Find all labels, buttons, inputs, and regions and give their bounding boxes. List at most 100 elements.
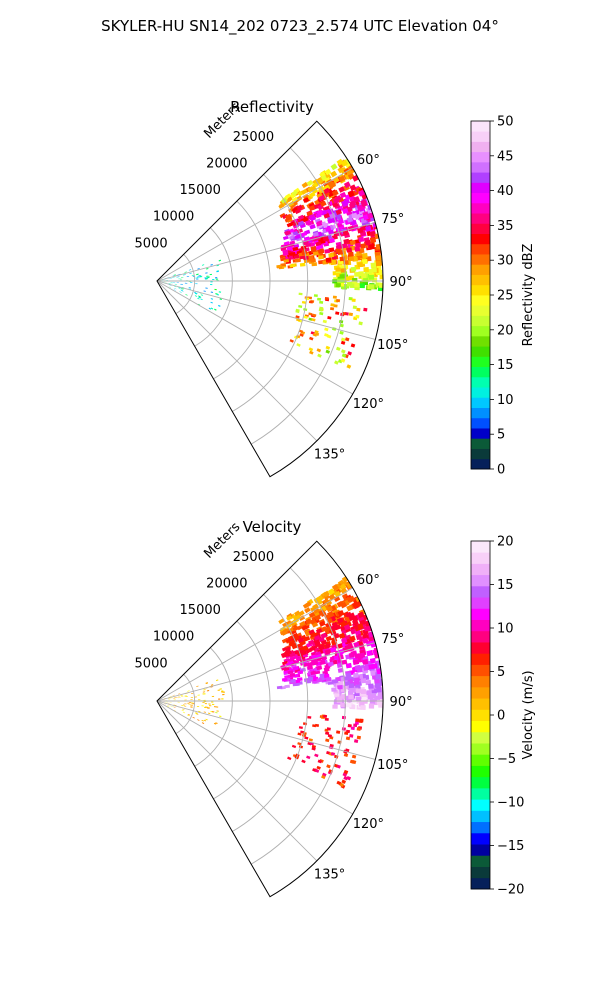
- azimuth-gridline: [156, 280, 376, 340]
- echo-gate: [219, 715, 222, 718]
- echo-gate: [313, 607, 320, 614]
- colorbar-tick-label: 0: [497, 463, 505, 478]
- colorbar-segment: [471, 223, 490, 234]
- echo-gate: [207, 712, 211, 715]
- echo-gate: [293, 610, 301, 617]
- echo-gate: [326, 334, 332, 339]
- echo-gate: [318, 195, 325, 202]
- colorbar-segment: [471, 376, 490, 388]
- echo-gate: [285, 215, 293, 221]
- echo-gate: [197, 719, 200, 721]
- echo-gate: [177, 287, 181, 289]
- echo-gate: [210, 281, 213, 283]
- echo-gate: [181, 695, 184, 697]
- echo-gate: [288, 207, 295, 213]
- echo-gate: [368, 683, 374, 689]
- echo-gate: [345, 168, 353, 176]
- echo-gate: [340, 702, 346, 708]
- echo-gate: [291, 190, 299, 196]
- echo-gate: [204, 277, 207, 279]
- echo-gate: [218, 304, 221, 307]
- echo-gate: [330, 303, 335, 307]
- echo-gate: [181, 287, 184, 289]
- echo-gate: [343, 238, 350, 245]
- echo-gate: [201, 719, 204, 722]
- echo-gate: [283, 259, 290, 263]
- echo-gate: [324, 297, 329, 301]
- echo-gate: [314, 723, 320, 727]
- azimuth-tick-label: 90°: [390, 695, 413, 710]
- echo-gate: [209, 705, 212, 707]
- echo-gate: [353, 723, 358, 728]
- echo-gate: [324, 717, 329, 721]
- colorbar-segment: [471, 417, 490, 429]
- echo-gate: [202, 702, 205, 704]
- echo-gate: [286, 196, 293, 203]
- echo-gate: [339, 191, 347, 199]
- echo-gate: [324, 626, 332, 633]
- echo-gate: [319, 660, 326, 666]
- echo-gate: [327, 610, 334, 618]
- echo-gate: [325, 676, 332, 682]
- colorbar-tick-label: 10: [497, 393, 514, 408]
- echo-gate: [168, 698, 171, 699]
- echo-gate: [312, 603, 319, 610]
- echo-gate: [360, 199, 367, 206]
- echo-gate: [201, 264, 205, 266]
- echo-gate: [304, 607, 311, 614]
- echo-gate: [222, 693, 225, 696]
- colorbar-tick-label: 15: [497, 358, 514, 373]
- echo-gate: [356, 727, 361, 731]
- echo-gate: [308, 300, 313, 304]
- echo-gate: [309, 215, 317, 222]
- echo-gate: [210, 291, 214, 293]
- echo-gate: [346, 702, 352, 708]
- echo-gate: [362, 659, 369, 665]
- range-ring: [175, 254, 196, 315]
- echo-gate: [360, 705, 366, 711]
- echo-gate: [215, 722, 218, 725]
- echo-gate: [316, 677, 323, 683]
- range-ring: [213, 620, 271, 800]
- echo-gate: [322, 319, 327, 324]
- colorbar-segment: [471, 765, 490, 778]
- echo-gate: [278, 618, 285, 625]
- echo-gate: [303, 662, 310, 668]
- colorbar-segment: [471, 315, 490, 327]
- colorbar-tick-label: 40: [497, 184, 514, 199]
- echo-gate: [316, 765, 321, 770]
- echo-gate: [337, 610, 345, 617]
- echo-gate: [333, 304, 338, 308]
- echo-gate: [344, 644, 352, 651]
- echo-gate: [281, 653, 288, 659]
- colorbar-segment: [471, 776, 490, 789]
- echo-gate: [353, 679, 360, 685]
- panel-title: Velocity: [243, 518, 302, 536]
- echo-gate: [341, 200, 349, 208]
- azimuth-tick-label: 105°: [377, 338, 408, 353]
- echo-gate: [200, 294, 204, 296]
- echo-gate: [208, 703, 211, 705]
- echo-gate: [205, 718, 208, 721]
- reflectivity-panel: Reflectivity 5000 10000 15000 20000 2500…: [135, 98, 536, 478]
- echo-gate: [181, 277, 184, 278]
- colorbar-segment: [471, 541, 490, 553]
- echo-gate: [297, 214, 305, 221]
- echo-gate: [177, 693, 181, 695]
- echo-gate: [323, 714, 328, 718]
- colorbar-segment: [471, 821, 490, 834]
- echo-gate: [309, 350, 314, 355]
- echo-gate: [286, 615, 293, 621]
- colorbar-segment: [471, 844, 490, 856]
- echo-gate: [316, 221, 323, 227]
- echo-gate: [369, 243, 376, 250]
- echo-gate: [356, 735, 361, 740]
- echo-gate: [316, 665, 323, 671]
- echo-gate: [212, 279, 215, 281]
- echo-gate: [191, 274, 195, 276]
- echo-gate: [311, 621, 319, 628]
- echo-gate: [282, 235, 289, 241]
- echo-gate: [184, 699, 187, 701]
- echo-gate: [366, 690, 372, 696]
- echo-gate: [374, 652, 379, 659]
